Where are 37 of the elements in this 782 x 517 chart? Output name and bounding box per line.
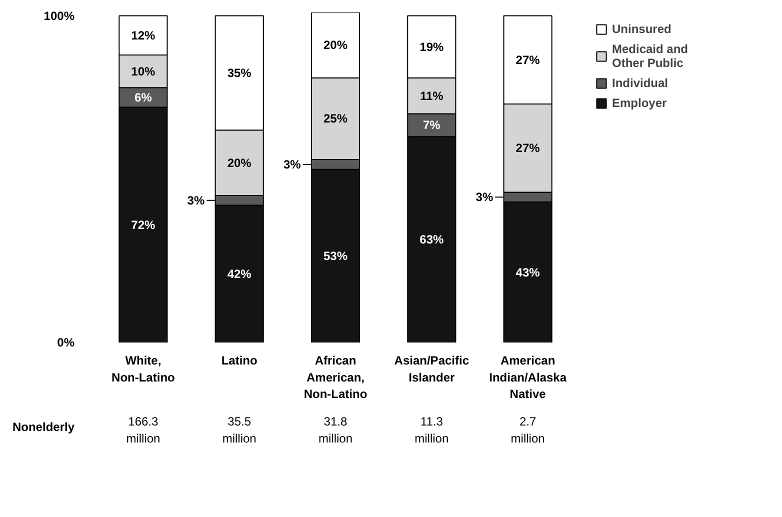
- y-tick-label: 100%: [44, 8, 75, 23]
- x-tick-label: White, Non-Latino: [112, 354, 175, 384]
- data-label: 19%: [420, 40, 444, 54]
- data-label: 72%: [131, 218, 156, 232]
- data-label: 12%: [131, 28, 156, 42]
- data-label: 3%: [283, 157, 302, 172]
- data-label: 27%: [516, 52, 540, 67]
- x-tick-label: Latino: [221, 354, 258, 368]
- text: 35.5 million: [222, 414, 256, 446]
- text: 31.8 million: [318, 414, 353, 446]
- legend-label: Employer: [612, 96, 667, 110]
- text: 11.3 million: [414, 414, 449, 446]
- data-label: 6%: [134, 90, 152, 104]
- legend-label: Individual: [612, 76, 668, 90]
- legend-label: Medicaid and Other Public: [612, 42, 688, 70]
- y-tick-label: 0%: [57, 336, 75, 350]
- data-label: 7%: [422, 118, 441, 132]
- data-label: 43%: [516, 265, 540, 280]
- data-label: 20%: [227, 156, 252, 170]
- data-label: 25%: [323, 112, 348, 126]
- x-tick-label: Asian/Pacific Islander: [394, 354, 470, 384]
- data-label: 53%: [323, 248, 348, 263]
- text: 166.3 million: [126, 414, 160, 446]
- data-label: 42%: [227, 266, 252, 281]
- x-tick-label: American Indian/Alaska Native: [489, 354, 567, 402]
- data-label: 63%: [420, 232, 444, 247]
- text: 2.7 million: [510, 414, 545, 446]
- data-label: 11%: [420, 88, 444, 103]
- data-label: 3%: [476, 190, 494, 204]
- text: Nonelderly: [12, 420, 75, 434]
- data-label: 35%: [227, 66, 252, 80]
- data-label: 27%: [516, 141, 540, 156]
- data-label: 10%: [131, 64, 156, 78]
- data-label: 3%: [187, 193, 205, 208]
- legend-label: Uninsured: [612, 22, 672, 36]
- x-tick-label: African American, Non-Latino: [304, 354, 368, 402]
- data-label: 20%: [323, 38, 348, 52]
